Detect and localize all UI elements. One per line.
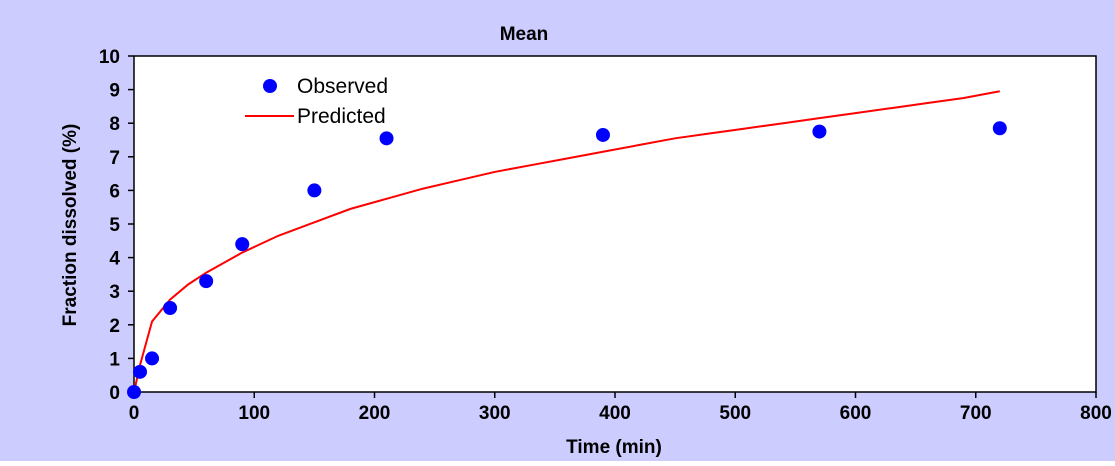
y-tick-label: 7: [109, 148, 120, 169]
legend-predicted-label: Predicted: [297, 105, 386, 128]
y-tick-label: 6: [109, 181, 120, 202]
x-tick-label: 700: [960, 403, 992, 424]
legend-observed-marker: [263, 79, 277, 93]
x-tick-label: 600: [840, 403, 872, 424]
y-tick-label: 1: [109, 349, 120, 370]
observed-point: [235, 237, 250, 252]
x-tick-label: 100: [238, 403, 270, 424]
y-tick-label: 5: [109, 215, 120, 236]
x-tick-label: 300: [479, 403, 511, 424]
y-tick-label: 4: [109, 249, 120, 270]
y-axis-title: Fraction dissolved (%): [60, 124, 81, 327]
y-tick-label: 2: [109, 316, 120, 337]
y-tick-label: 10: [99, 47, 120, 68]
x-tick-label: 500: [719, 403, 751, 424]
y-tick-label: 8: [109, 114, 120, 135]
observed-point: [812, 124, 827, 139]
x-tick-label: 0: [129, 403, 140, 424]
observed-point: [163, 301, 178, 315]
observed-point: [379, 131, 394, 146]
series-layer: [127, 90, 1007, 399]
observed-point: [145, 351, 160, 366]
legend: Observed Predicted: [245, 75, 388, 128]
predicted-line: [133, 90, 1000, 393]
observed-point: [992, 121, 1007, 136]
x-axis-title: Time (min): [566, 437, 662, 458]
observed-point: [127, 385, 141, 399]
legend-observed-label: Observed: [297, 75, 388, 98]
y-tick-label: 3: [109, 282, 120, 303]
observed-point: [133, 364, 148, 379]
observed-point: [307, 183, 322, 198]
x-tick-label: 400: [599, 403, 631, 424]
y-tick-label: 9: [109, 81, 120, 102]
y-tick-label: 0: [109, 383, 120, 404]
plot-area: [133, 55, 1097, 393]
observed-point: [595, 127, 610, 142]
observed-point: [199, 274, 214, 289]
x-tick-label: 800: [1080, 403, 1112, 424]
x-tick-label: 200: [359, 403, 391, 424]
chart-title: Mean: [500, 24, 549, 45]
